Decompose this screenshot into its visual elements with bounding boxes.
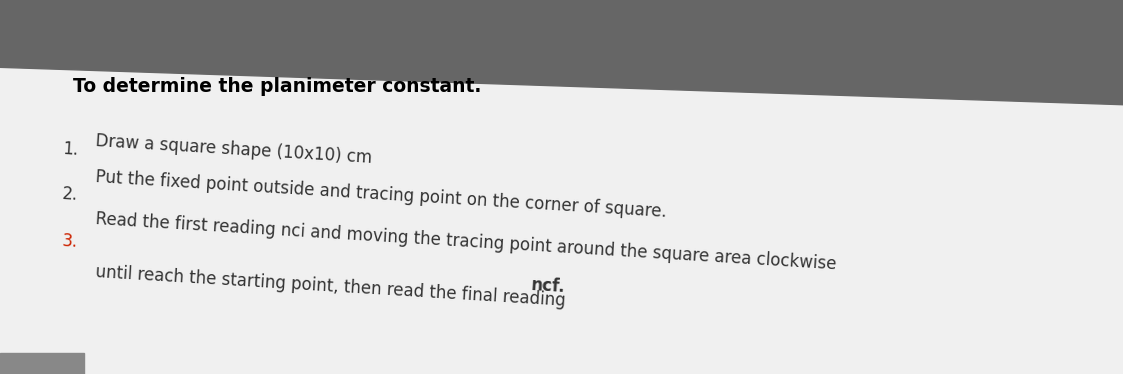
Text: Put the fixed point outside and tracing point on the corner of square.: Put the fixed point outside and tracing … xyxy=(95,168,667,221)
Polygon shape xyxy=(0,0,1123,105)
Text: 1.: 1. xyxy=(62,140,79,159)
Text: ncf.: ncf. xyxy=(531,276,566,296)
Text: 3.: 3. xyxy=(62,232,79,251)
FancyBboxPatch shape xyxy=(0,353,84,374)
Text: 2.: 2. xyxy=(62,185,79,204)
Text: Draw a square shape (10x10) cm: Draw a square shape (10x10) cm xyxy=(95,132,373,167)
Text: Read the first reading nci and moving the tracing point around the square area c: Read the first reading nci and moving th… xyxy=(95,209,838,273)
Text: To determine the planimeter constant.: To determine the planimeter constant. xyxy=(73,77,482,95)
Text: until reach the starting point, then read the final reading: until reach the starting point, then rea… xyxy=(95,263,572,310)
